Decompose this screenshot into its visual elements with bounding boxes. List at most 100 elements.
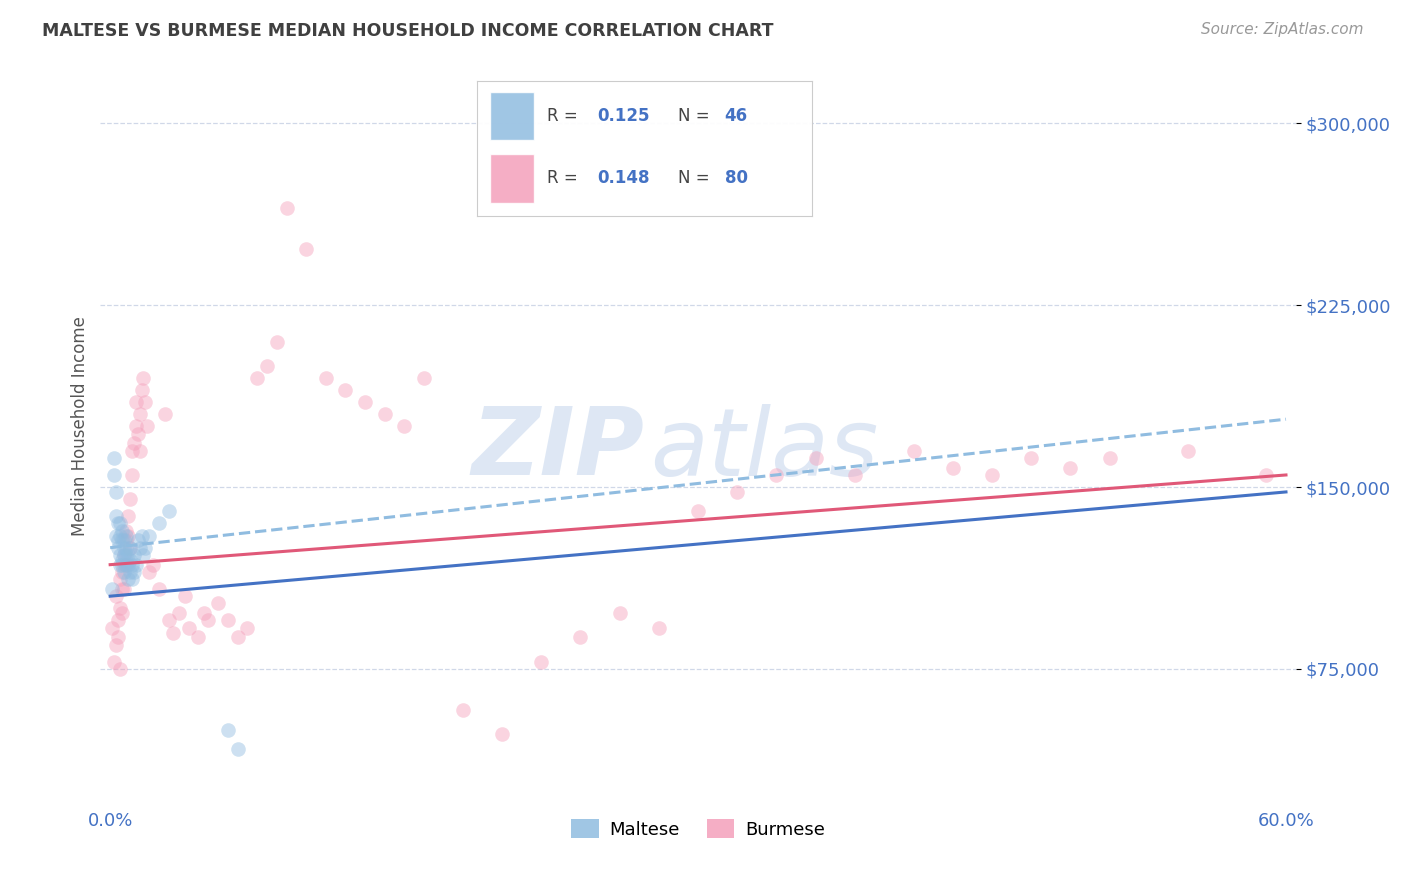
Text: atlas: atlas: [650, 403, 879, 494]
Point: [101, 621, 124, 635]
Point: [136, 419, 159, 434]
Point: [114, 558, 136, 572]
Point: [107, 533, 129, 548]
Point: [108, 572, 131, 586]
Point: [157, 504, 180, 518]
Point: [295, 243, 318, 257]
Point: [105, 484, 128, 499]
Point: [107, 631, 129, 645]
Y-axis label: Median Household Income: Median Household Income: [72, 317, 89, 536]
Point: [122, 565, 145, 579]
Point: [530, 655, 553, 669]
Point: [111, 533, 134, 548]
Point: [167, 606, 190, 620]
Point: [173, 589, 195, 603]
Point: [121, 558, 143, 572]
Point: [132, 548, 155, 562]
Point: [128, 443, 150, 458]
Point: [118, 541, 141, 555]
Point: [111, 565, 134, 579]
Point: [114, 528, 136, 542]
Point: [111, 524, 134, 538]
Point: [112, 541, 135, 555]
Point: [111, 582, 134, 596]
Point: [111, 606, 134, 620]
Point: [112, 548, 135, 562]
Point: [122, 436, 145, 450]
Point: [226, 742, 249, 756]
Point: [107, 541, 129, 555]
Point: [124, 395, 146, 409]
Point: [118, 553, 141, 567]
Point: [187, 631, 209, 645]
Point: [111, 553, 134, 567]
Point: [124, 558, 146, 572]
Point: [103, 467, 125, 482]
Point: [569, 631, 592, 645]
Point: [122, 548, 145, 562]
Point: [609, 606, 631, 620]
Point: [112, 565, 135, 579]
Point: [725, 484, 748, 499]
Point: [197, 614, 219, 628]
Point: [217, 723, 239, 737]
Point: [648, 621, 671, 635]
Point: [117, 558, 139, 572]
Point: [112, 548, 135, 562]
Point: [132, 371, 155, 385]
Point: [118, 541, 141, 555]
Point: [226, 631, 249, 645]
Point: [217, 614, 239, 628]
Point: [246, 371, 269, 385]
Point: [105, 638, 128, 652]
Point: [112, 582, 135, 596]
Point: [157, 614, 180, 628]
Point: [118, 492, 141, 507]
Point: [412, 371, 434, 385]
Point: [128, 408, 150, 422]
Point: [1019, 450, 1042, 465]
Point: [981, 467, 1004, 482]
Point: [804, 450, 827, 465]
Text: MALTESE VS BURMESE MEDIAN HOUSEHOLD INCOME CORRELATION CHART: MALTESE VS BURMESE MEDIAN HOUSEHOLD INCO…: [42, 22, 773, 40]
Point: [335, 383, 357, 397]
Point: [138, 565, 160, 579]
Text: ZIP: ZIP: [471, 403, 644, 495]
Point: [124, 419, 146, 434]
Point: [112, 533, 135, 548]
Point: [266, 334, 288, 349]
Point: [276, 201, 298, 215]
Point: [162, 625, 184, 640]
Point: [103, 450, 125, 465]
Point: [117, 572, 139, 586]
Point: [121, 467, 143, 482]
Point: [1256, 467, 1278, 482]
Point: [107, 516, 129, 531]
Point: [114, 541, 136, 555]
Point: [942, 460, 965, 475]
Point: [134, 541, 156, 555]
Point: [315, 371, 337, 385]
Point: [108, 558, 131, 572]
Point: [193, 606, 215, 620]
Point: [108, 601, 131, 615]
Point: [108, 528, 131, 542]
Point: [1098, 450, 1121, 465]
Point: [118, 565, 141, 579]
Point: [117, 528, 139, 542]
Point: [256, 359, 278, 373]
Point: [491, 727, 513, 741]
Point: [112, 558, 135, 572]
Point: [134, 395, 156, 409]
Point: [117, 509, 139, 524]
Point: [131, 528, 153, 542]
Point: [686, 504, 709, 518]
Point: [114, 548, 136, 562]
Point: [105, 528, 128, 542]
Point: [373, 408, 395, 422]
Point: [121, 443, 143, 458]
Point: [153, 408, 176, 422]
Point: [103, 655, 125, 669]
Point: [114, 524, 136, 538]
Point: [101, 582, 124, 596]
